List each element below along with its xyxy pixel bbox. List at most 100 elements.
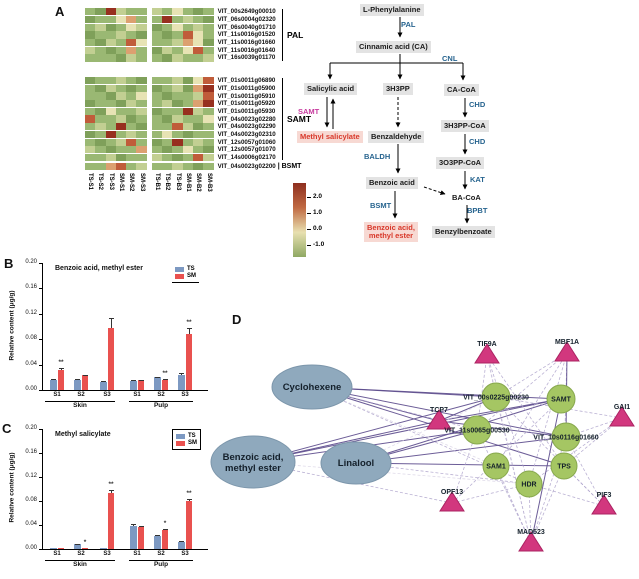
heatmap-cell <box>136 8 147 16</box>
heatmap-cell <box>172 84 183 92</box>
heatmap-cell <box>85 54 96 62</box>
error-bar-cap <box>131 524 136 526</box>
y-tick-label: 0.12 <box>25 473 37 479</box>
heatmap-cell <box>192 162 204 170</box>
network-node-linalool <box>320 441 392 485</box>
colorbar-tick-label: 0.0 <box>313 225 323 232</box>
pathway-node-ms: Methyl salicylate <box>297 131 363 143</box>
significance-label: ** <box>58 359 64 367</box>
heatmap-cell <box>126 130 137 139</box>
pathway-node-line: Benzoic acid <box>369 177 415 187</box>
gene-label: VIT_11s0016g01660 <box>217 39 276 47</box>
heatmap-cell <box>192 77 204 85</box>
legend-entry-ts: TS <box>176 433 197 439</box>
heatmap-cell <box>151 54 163 62</box>
y-tick-mark <box>39 549 42 550</box>
bar-ts-2 <box>100 548 107 549</box>
network-edge-tif9a-hdr <box>486 354 530 485</box>
heatmap-cell <box>105 130 116 139</box>
bar-ts-5 <box>178 541 185 549</box>
heatmap-cell <box>115 38 127 47</box>
bar-sm-0 <box>57 369 64 390</box>
heatmap-cell <box>105 31 116 39</box>
heatmap-cell <box>162 77 173 85</box>
gene-label: VIT_11s0016g01520 <box>217 31 276 39</box>
heatmap-bracket <box>282 77 283 161</box>
heatmap-cell <box>151 138 163 146</box>
heatmap-cell <box>85 15 96 24</box>
heatmap-cell <box>126 31 137 39</box>
legend-label: SM <box>187 273 196 279</box>
legend-entry-sm: SM <box>175 273 196 279</box>
network-node-g1660 <box>551 422 581 452</box>
y-tick-mark <box>39 263 42 264</box>
y-tick-mark <box>39 453 42 454</box>
pathway-node-ba: Benzoic acid <box>366 177 418 189</box>
heatmap-cell <box>95 77 106 85</box>
heatmap-cell <box>115 146 127 154</box>
network-node-bame <box>210 435 296 489</box>
y-tick-mark <box>39 525 42 526</box>
pathway-enzyme-bsmt-7: BSMT <box>370 201 392 210</box>
heatmap-cell <box>162 107 173 116</box>
network-edge-cyclohexene-g530 <box>311 386 478 431</box>
heatmap-cell <box>182 38 193 47</box>
network-node-label-opf13: OPF13 <box>441 489 463 496</box>
heatmap-cell <box>192 130 204 139</box>
heatmap-cell <box>182 77 193 85</box>
heatmap-cell <box>105 77 116 85</box>
heatmap-cell <box>105 84 116 92</box>
pathway-enzyme-kat-6: KAT <box>470 175 485 184</box>
pathway-node-h3: 3H3PP <box>383 83 413 95</box>
y-tick-label: 0.20 <box>25 425 37 431</box>
heatmap-cell <box>172 54 183 62</box>
significance-label: ** <box>162 370 168 378</box>
heatmap-cell <box>192 92 204 100</box>
heatmap-cell <box>203 130 214 139</box>
heatmap-cell <box>105 162 116 170</box>
pathway-node-h3coa: 3H3PP-CoA <box>441 120 489 132</box>
heatmap-cell <box>203 138 214 146</box>
heatmap-row: VIT_04s0023g02280 <box>85 115 301 123</box>
bar-ts-1 <box>74 544 81 549</box>
heatmap-group-PAL: VIT_00s2649g00010 VIT_06s0004g02320 VIT_06… <box>85 8 303 62</box>
heatmap-cell <box>151 8 163 16</box>
heatmap-cell <box>192 84 204 92</box>
heatmap-cell <box>136 138 147 146</box>
bar-ts-5 <box>178 374 185 390</box>
error-bar-line <box>188 327 190 335</box>
heatmap-cell <box>115 100 127 108</box>
bar-sm-5 <box>185 334 192 390</box>
heatmap-cell <box>182 23 193 31</box>
heatmap-group-SAMT: VIT_01s0011g06890 VIT_01s0011g05900 VIT_01… <box>85 77 311 162</box>
heatmap-cell <box>115 54 127 62</box>
network-edge-linalool-g1660 <box>355 436 567 464</box>
heatmap-cell <box>136 107 147 116</box>
bar-ts-0 <box>50 379 57 390</box>
heatmap-cell <box>85 146 96 154</box>
heatmap-cell <box>136 123 147 131</box>
heatmap-cell <box>192 153 204 162</box>
pathway-node-bz: Benzaldehyde <box>368 131 425 143</box>
heatmap-row: VIT_11s0016g01520 <box>85 31 301 39</box>
network-node-gai1 <box>609 406 635 427</box>
pathway-node-line: Salicylic acid <box>307 83 355 93</box>
heatmap-cell <box>192 146 204 154</box>
network-node-label-g1660: VIT_10s0116g01660 <box>533 435 598 442</box>
gene-label: VIT_12s0057g01060 <box>217 138 276 146</box>
heatmap-cell <box>136 162 147 170</box>
heatmap-row: VIT_04s0023g02200 | BSMT <box>85 162 301 170</box>
heatmap-cell <box>105 107 116 116</box>
heatmap-cell <box>115 31 127 39</box>
heatmap-colorbar <box>293 183 306 257</box>
bar-ts-1 <box>74 379 81 390</box>
heatmap-cell <box>172 100 183 108</box>
y-tick-mark <box>39 313 42 315</box>
heatmap-cell <box>172 130 183 139</box>
y-tick-mark <box>39 339 42 341</box>
heatmap-cell <box>95 38 106 47</box>
legend-swatch-sm <box>176 440 185 446</box>
y-tick-label: 0.20 <box>25 259 37 265</box>
bar-sm-0 <box>57 548 64 549</box>
panel-label-d: D <box>232 312 242 327</box>
